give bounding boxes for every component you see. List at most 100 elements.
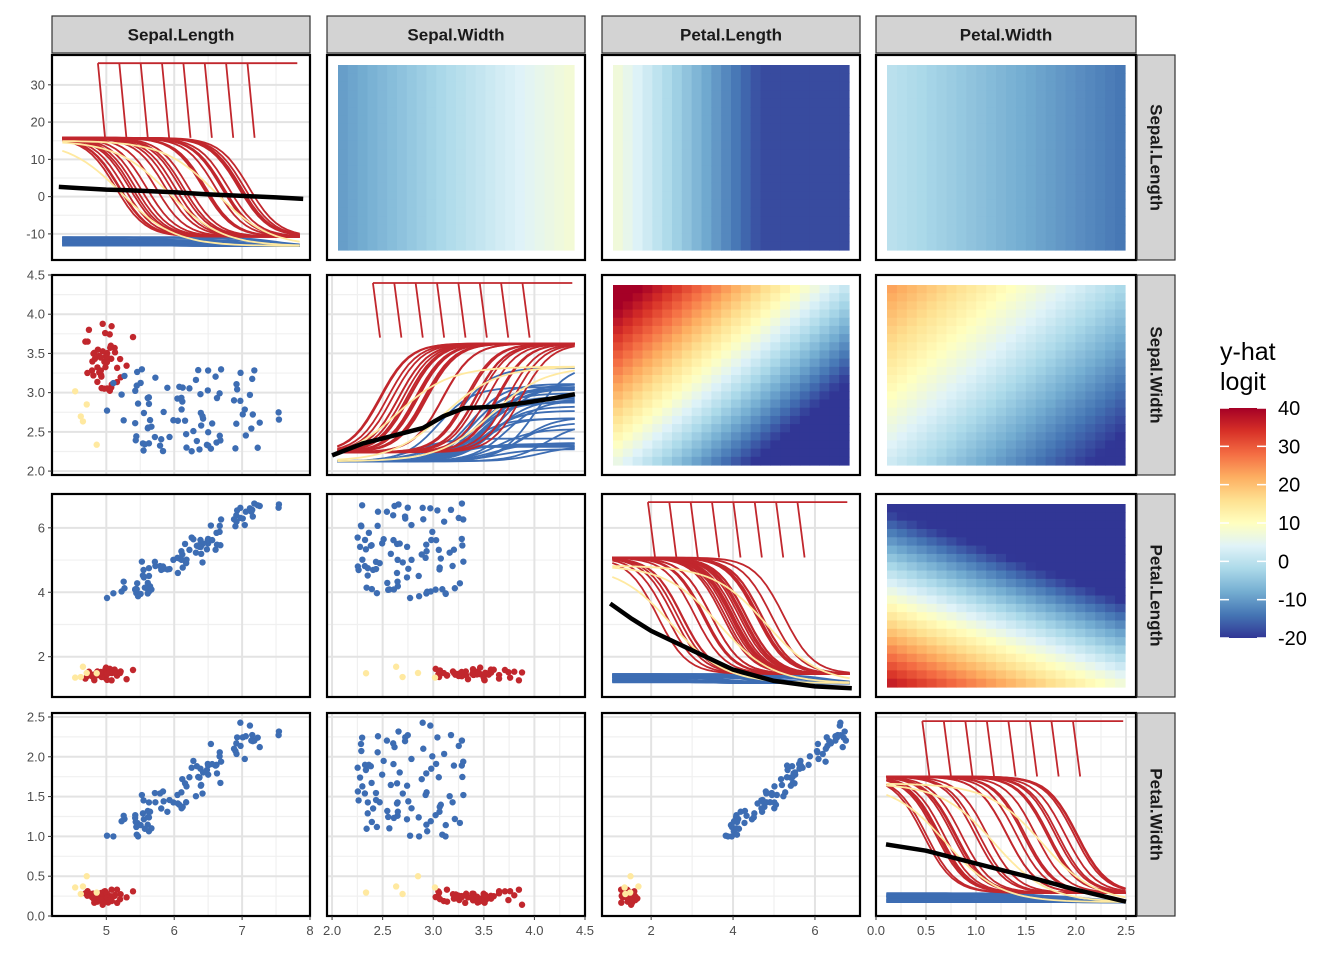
heat-tile bbox=[976, 350, 987, 360]
heat-tile bbox=[1035, 399, 1047, 409]
heat-tile bbox=[652, 415, 663, 425]
heat-tile bbox=[887, 678, 898, 688]
data-point bbox=[249, 737, 257, 745]
heat-tile bbox=[760, 440, 771, 450]
y-tick-label: 4.5 bbox=[27, 268, 45, 283]
heat-tile bbox=[662, 366, 673, 376]
heat-tile bbox=[691, 309, 703, 319]
heat-tile bbox=[1115, 233, 1126, 243]
heat-tile bbox=[1055, 325, 1067, 335]
heat-tile bbox=[966, 233, 977, 243]
data-point bbox=[90, 372, 97, 379]
heat-tile bbox=[1025, 140, 1037, 150]
heat-tile bbox=[1025, 90, 1037, 100]
heat-tile bbox=[691, 440, 703, 450]
heat-tile bbox=[1025, 165, 1037, 175]
heat-tile bbox=[986, 603, 997, 613]
heat-tile bbox=[613, 456, 624, 466]
heat-tile bbox=[740, 293, 752, 302]
heat-tile bbox=[475, 115, 487, 125]
heat-tile bbox=[1095, 90, 1106, 100]
heat-tile bbox=[406, 132, 418, 142]
heat-tile bbox=[613, 149, 624, 159]
heat-tile bbox=[829, 383, 840, 392]
data-point bbox=[458, 762, 466, 769]
heat-tile bbox=[544, 199, 555, 209]
heat-tile bbox=[1055, 199, 1067, 209]
heat-tile bbox=[1015, 81, 1027, 91]
heat-tile bbox=[564, 73, 575, 83]
heat-tile bbox=[976, 293, 987, 302]
data-point bbox=[518, 901, 526, 908]
heat-tile bbox=[896, 620, 908, 630]
heat-tile bbox=[387, 140, 398, 150]
heat-tile bbox=[1035, 578, 1047, 588]
heat-tile bbox=[426, 207, 437, 217]
heat-tile bbox=[1015, 612, 1027, 622]
legend-tick-label: 40 bbox=[1278, 398, 1300, 420]
heat-tile bbox=[1065, 98, 1077, 108]
heat-tile bbox=[896, 325, 908, 335]
heat-tile bbox=[1035, 207, 1047, 217]
heat-tile bbox=[829, 149, 840, 159]
heat-tile bbox=[809, 98, 821, 108]
heat-tile bbox=[711, 309, 722, 319]
heat-tile bbox=[896, 653, 908, 663]
heat-tile bbox=[416, 207, 428, 217]
data-point bbox=[515, 886, 523, 893]
heat-tile bbox=[996, 98, 1007, 108]
heat-tile bbox=[534, 241, 546, 251]
heat-tile bbox=[357, 81, 369, 91]
heat-tile bbox=[819, 366, 830, 376]
heat-tile bbox=[956, 375, 967, 384]
heat-tile bbox=[642, 325, 653, 335]
heat-tile bbox=[1015, 123, 1027, 133]
heat-tile bbox=[1075, 90, 1086, 100]
heat-tile bbox=[1045, 383, 1057, 392]
heat-tile bbox=[672, 107, 683, 117]
heat-tile bbox=[916, 407, 928, 417]
heat-tile bbox=[662, 448, 673, 458]
heat-tile bbox=[770, 241, 781, 251]
data-point bbox=[362, 670, 370, 677]
heat-tile bbox=[946, 199, 958, 209]
heat-tile bbox=[1006, 207, 1017, 217]
heat-tile bbox=[956, 65, 967, 75]
heat-tile bbox=[790, 415, 801, 425]
heat-tile bbox=[926, 603, 938, 613]
data-point bbox=[83, 669, 90, 677]
heat-tile bbox=[839, 391, 850, 401]
heat-tile bbox=[406, 140, 418, 150]
heat-tile bbox=[701, 123, 712, 133]
heat-tile bbox=[916, 504, 928, 513]
heat-tile bbox=[896, 504, 908, 513]
heat-tile bbox=[495, 65, 506, 75]
heat-tile bbox=[906, 149, 918, 159]
heat-tile bbox=[986, 520, 997, 530]
heat-tile bbox=[819, 157, 830, 167]
heat-tile bbox=[1085, 65, 1096, 75]
heat-tile bbox=[613, 399, 624, 409]
heat-tile bbox=[936, 366, 948, 376]
heat-tile bbox=[829, 157, 840, 167]
heat-tile bbox=[906, 528, 918, 538]
heat-tile bbox=[701, 285, 712, 294]
data-point bbox=[212, 373, 219, 380]
heat-tile bbox=[1006, 241, 1017, 251]
heat-tile bbox=[926, 637, 938, 647]
ice-curve-red bbox=[942, 721, 952, 777]
heat-tile bbox=[966, 407, 977, 417]
heat-tile bbox=[799, 182, 811, 192]
heat-tile bbox=[1065, 448, 1077, 458]
heat-tile bbox=[544, 90, 555, 100]
heat-tile bbox=[475, 174, 487, 184]
ice-curve-red bbox=[612, 556, 850, 675]
heat-tile bbox=[896, 553, 908, 563]
heat-tile bbox=[906, 123, 918, 133]
pdp-line bbox=[331, 391, 576, 458]
data-point bbox=[356, 774, 364, 781]
heat-tile bbox=[1045, 415, 1057, 425]
heat-tile bbox=[406, 157, 418, 167]
heat-tile bbox=[829, 448, 840, 458]
data-point bbox=[475, 896, 482, 903]
